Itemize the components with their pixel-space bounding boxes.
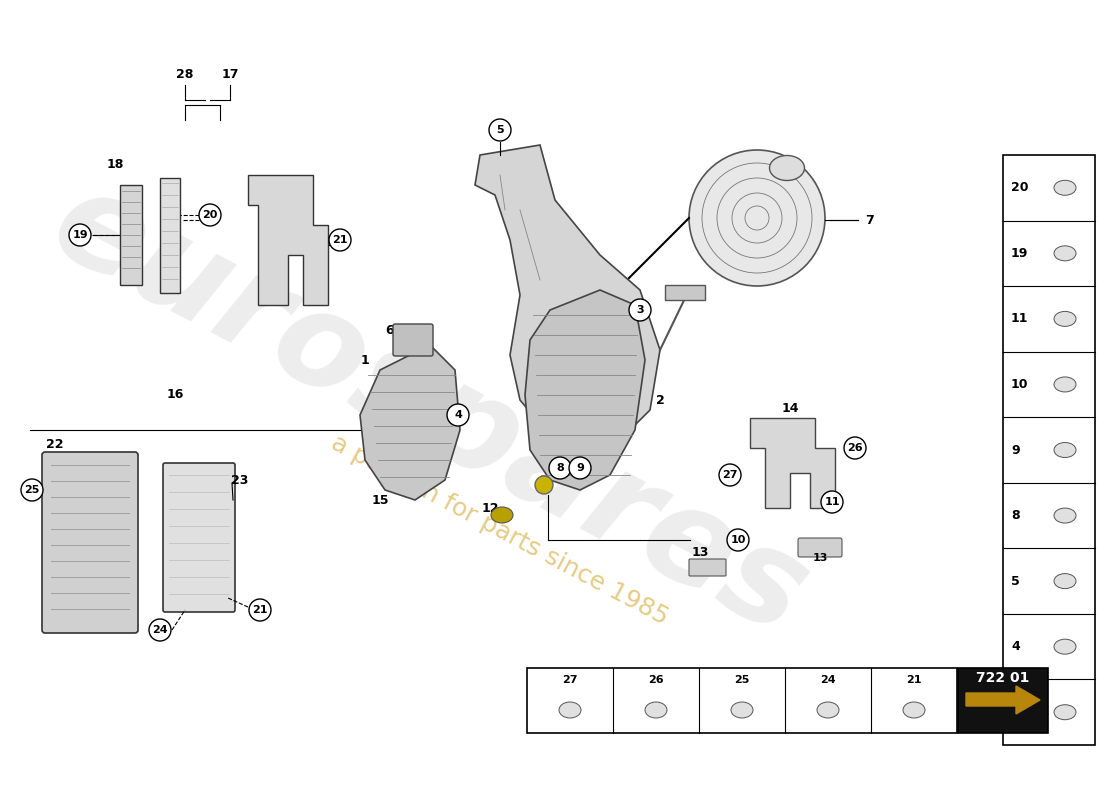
- Text: 26: 26: [648, 675, 663, 685]
- Text: 27: 27: [723, 470, 738, 480]
- Ellipse shape: [903, 702, 925, 718]
- Text: a passion for parts since 1985: a passion for parts since 1985: [328, 430, 672, 630]
- Text: 8: 8: [1011, 509, 1020, 522]
- Text: 13: 13: [691, 546, 708, 559]
- Text: 10: 10: [730, 535, 746, 545]
- Text: 25: 25: [735, 675, 750, 685]
- Bar: [160, 178, 180, 293]
- Text: 1: 1: [361, 354, 370, 366]
- Circle shape: [569, 457, 591, 479]
- Text: 6: 6: [386, 323, 394, 337]
- Text: 5: 5: [496, 125, 504, 135]
- FancyBboxPatch shape: [42, 452, 138, 633]
- Text: 9: 9: [1011, 443, 1020, 457]
- Text: 19: 19: [1011, 247, 1028, 260]
- Ellipse shape: [559, 702, 581, 718]
- Text: 7: 7: [866, 214, 874, 226]
- Text: 11: 11: [824, 497, 839, 507]
- Circle shape: [844, 437, 866, 459]
- Ellipse shape: [1054, 246, 1076, 261]
- Text: 20: 20: [1011, 182, 1028, 194]
- Circle shape: [69, 224, 91, 246]
- FancyBboxPatch shape: [393, 324, 433, 356]
- Ellipse shape: [1054, 180, 1076, 195]
- Text: 27: 27: [562, 675, 578, 685]
- Polygon shape: [475, 145, 660, 450]
- Ellipse shape: [1054, 705, 1076, 720]
- Text: 17: 17: [221, 69, 239, 82]
- Ellipse shape: [1054, 639, 1076, 654]
- Text: 2: 2: [656, 394, 664, 406]
- Bar: [958, 668, 1048, 733]
- Ellipse shape: [645, 702, 667, 718]
- Text: 19: 19: [73, 230, 88, 240]
- Text: 4: 4: [454, 410, 462, 420]
- Text: 8: 8: [557, 463, 564, 473]
- Polygon shape: [750, 418, 835, 508]
- FancyBboxPatch shape: [798, 538, 842, 557]
- Circle shape: [821, 491, 843, 513]
- Text: 23: 23: [231, 474, 249, 486]
- Text: 14: 14: [781, 402, 799, 414]
- Text: 21: 21: [332, 235, 348, 245]
- Text: 24: 24: [152, 625, 168, 635]
- Polygon shape: [248, 175, 328, 305]
- Ellipse shape: [770, 155, 804, 181]
- Text: 21: 21: [906, 675, 922, 685]
- Text: eurospares: eurospares: [32, 158, 828, 662]
- Text: 26: 26: [847, 443, 862, 453]
- Ellipse shape: [491, 507, 513, 523]
- Text: 722 01: 722 01: [977, 671, 1030, 685]
- Bar: [120, 185, 142, 285]
- Circle shape: [148, 619, 170, 641]
- Text: 3: 3: [1011, 706, 1020, 718]
- Text: 25: 25: [24, 485, 40, 495]
- Bar: [527, 668, 957, 733]
- Text: 21: 21: [252, 605, 267, 615]
- Ellipse shape: [1054, 508, 1076, 523]
- Circle shape: [535, 476, 553, 494]
- Text: 22: 22: [46, 438, 64, 451]
- Text: 24: 24: [821, 675, 836, 685]
- Circle shape: [249, 599, 271, 621]
- Text: 15: 15: [372, 494, 388, 506]
- Circle shape: [689, 150, 825, 286]
- Text: 16: 16: [166, 389, 184, 402]
- Circle shape: [199, 204, 221, 226]
- Text: 4: 4: [1011, 640, 1020, 653]
- Polygon shape: [360, 345, 460, 500]
- Ellipse shape: [1054, 311, 1076, 326]
- Polygon shape: [966, 686, 1040, 714]
- Text: 18: 18: [107, 158, 123, 171]
- Circle shape: [447, 404, 469, 426]
- Circle shape: [329, 229, 351, 251]
- Text: 13: 13: [812, 553, 827, 563]
- Circle shape: [21, 479, 43, 501]
- Text: 5: 5: [1011, 574, 1020, 588]
- Text: 20: 20: [202, 210, 218, 220]
- Text: 12: 12: [482, 502, 498, 514]
- FancyBboxPatch shape: [163, 463, 235, 612]
- Bar: [666, 285, 705, 300]
- Ellipse shape: [1054, 574, 1076, 589]
- Polygon shape: [525, 290, 645, 490]
- FancyBboxPatch shape: [689, 559, 726, 576]
- Text: 28: 28: [176, 69, 194, 82]
- Circle shape: [490, 119, 512, 141]
- Text: 11: 11: [1011, 312, 1028, 326]
- Ellipse shape: [1054, 377, 1076, 392]
- Circle shape: [727, 529, 749, 551]
- Text: 9: 9: [576, 463, 584, 473]
- Text: 10: 10: [1011, 378, 1028, 391]
- Ellipse shape: [1054, 442, 1076, 458]
- Ellipse shape: [817, 702, 839, 718]
- Ellipse shape: [732, 702, 754, 718]
- Circle shape: [719, 464, 741, 486]
- Bar: [1003, 155, 1094, 745]
- Circle shape: [629, 299, 651, 321]
- Circle shape: [549, 457, 571, 479]
- Text: 3: 3: [636, 305, 644, 315]
